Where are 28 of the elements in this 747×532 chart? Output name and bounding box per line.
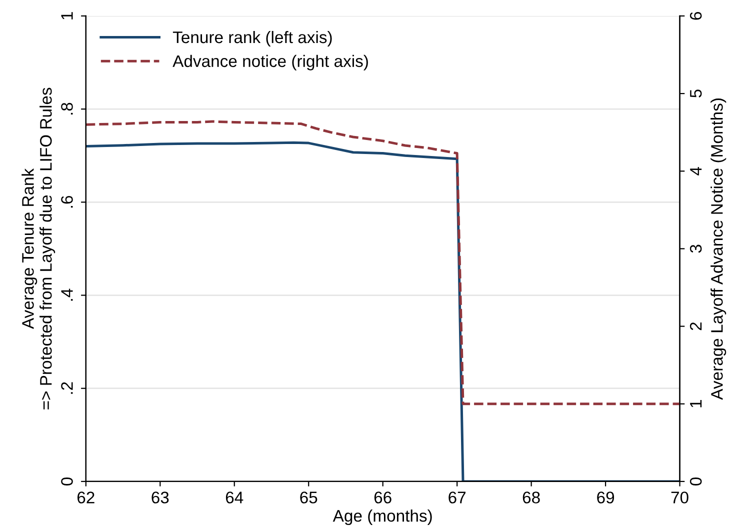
x-tick-label: 64: [226, 492, 244, 504]
y-tick-label: 0: [61, 477, 73, 486]
y-tick-label: 1: [61, 12, 73, 20]
y2-axis-title: Average Layoff Advance Notice (Months): [710, 98, 726, 400]
y2-tick-label: 1: [690, 400, 702, 408]
line-series: [86, 120, 680, 406]
y2-tick-label: 2: [690, 322, 702, 330]
y2-tick-label: 3: [690, 244, 702, 253]
legend-label: Tenure rank (left axis): [172, 30, 332, 46]
y-tick-label: .6: [61, 196, 73, 208]
y2-tick-label: 6: [690, 12, 702, 20]
y2-tick-label: 0: [690, 477, 702, 486]
y2-tick-label: 4: [690, 166, 702, 176]
y-tick-label: .8: [61, 102, 73, 114]
x-tick-label: 63: [152, 492, 169, 504]
y2-tick-label: 5: [690, 90, 702, 98]
y-tick-label: .2: [61, 382, 73, 394]
x-tick-label: 67: [448, 492, 466, 504]
x-tick-label: 68: [522, 492, 540, 504]
x-tick-label: 65: [300, 492, 318, 504]
legend-label: Advance notice (right axis): [172, 54, 368, 70]
x-tick-label: 66: [374, 492, 392, 504]
x-tick-label: 62: [77, 492, 94, 504]
x-tick-label: 69: [597, 492, 614, 504]
y-axis-title: Average Tenure Rank => Protected from Layoff due to LIFO Rules: [22, 88, 56, 410]
x-axis-title: Age (months): [332, 509, 432, 526]
y-tick-label: .4: [61, 288, 73, 301]
x-tick-label: 70: [671, 492, 688, 504]
